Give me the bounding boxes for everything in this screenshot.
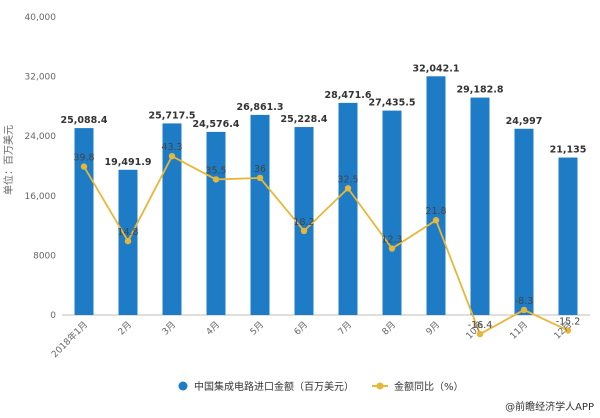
y-tick-label: 8000 [33, 251, 56, 261]
line-value-label: 36 [254, 164, 266, 175]
y-axis-label: 单位：百万美元 [2, 125, 15, 195]
line-value-label: -16.4 [468, 320, 493, 331]
bar-value-label: 32,042.1 [413, 63, 460, 74]
line-series [80, 152, 572, 338]
line-point [80, 163, 88, 170]
y-tick-label: 32,000 [25, 73, 57, 83]
bar [470, 97, 490, 316]
line-value-label: 12.3 [381, 235, 402, 246]
line-value-label: 14.8 [117, 227, 138, 238]
bar-value-label: 21,135 [550, 145, 587, 156]
bar-data-labels: 25,088.4 19,491.9 25,717.524,576.4 26,861.3… [61, 63, 587, 167]
line-point [388, 245, 396, 252]
bar-value-label: 19,491.9 [105, 157, 152, 168]
bar [382, 110, 402, 315]
bar-series [74, 76, 578, 316]
line-point [520, 306, 528, 314]
bar-value-label: 26,861.3 [237, 102, 284, 113]
line-point [300, 227, 308, 235]
source-credit: @前瞻经济学人APP [505, 400, 594, 413]
x-tick-label: 2018年1月 [49, 319, 90, 360]
bar-value-label: 25,228.4 [281, 114, 328, 125]
bar-value-label: 24,997 [506, 116, 543, 127]
line-value-label: 43.3 [161, 142, 182, 153]
line-value-label: 35.5 [205, 165, 226, 176]
y-tick-label: 0 [50, 311, 56, 321]
line-value-label: 18.2 [293, 217, 314, 228]
x-tick-label: 3月 [160, 319, 178, 337]
legend-bar-marker [178, 381, 188, 391]
line-point [212, 176, 220, 183]
x-tick-label: 5月 [248, 319, 266, 337]
bar [426, 76, 446, 316]
legend-line-label: 金额同比（%） [394, 380, 464, 393]
bar-value-label: 25,717.5 [149, 110, 196, 121]
line-path [83, 154, 569, 336]
line-data-labels: 39.8 14.8 43.3 35.5 36 18.2 32.5 12.3 21.8 -16.4 -… [73, 142, 580, 331]
y-tick-labels: 0 8000 16,000 24,000 32,000 40,000 [25, 13, 57, 321]
line-point [168, 152, 176, 160]
bar [162, 123, 182, 315]
legend-bar-label: 中国集成电路进口金额（百万美元） [194, 380, 354, 393]
line-value-label: 21.8 [425, 206, 446, 217]
x-tick-label: 11月 [508, 319, 530, 341]
bar-value-label: 28,471.6 [325, 90, 372, 101]
bar [338, 102, 358, 315]
x-tick-label: 9月 [424, 319, 442, 337]
legend-line-marker-dot [376, 382, 384, 390]
bar [558, 157, 578, 315]
bar [514, 128, 534, 315]
line-point [564, 327, 572, 334]
x-tick-label: 6月 [292, 319, 310, 337]
y-tick-label: 24,000 [25, 132, 57, 142]
line-point [256, 174, 264, 182]
y-tick-label: 40,000 [25, 13, 57, 23]
bar-value-label: 25,088.4 [61, 115, 108, 126]
line-point [476, 330, 484, 338]
line-value-label: 39.8 [73, 153, 94, 164]
bar-value-label: 24,576.4 [193, 119, 240, 130]
line-point [124, 237, 132, 245]
bar [250, 114, 270, 315]
line-value-label: 32.5 [337, 174, 358, 185]
y-tick-label: 16,000 [25, 192, 57, 202]
bar-value-label: 29,182.8 [457, 85, 504, 96]
x-tick-label: 7月 [336, 319, 354, 337]
line-value-label: -8.3 [515, 296, 534, 307]
line-point [432, 217, 440, 224]
x-tick-label: 4月 [204, 319, 222, 337]
bar-value-label: 27,435.5 [369, 98, 416, 109]
line-value-label: -15.2 [556, 316, 581, 327]
x-tick-label: 8月 [380, 319, 398, 337]
bar [206, 131, 226, 315]
legend: 中国集成电路进口金额（百万美元） 金额同比（%） [178, 380, 464, 393]
line-point [344, 185, 352, 192]
bar [294, 127, 314, 315]
x-tick-label: 2月 [116, 319, 134, 337]
